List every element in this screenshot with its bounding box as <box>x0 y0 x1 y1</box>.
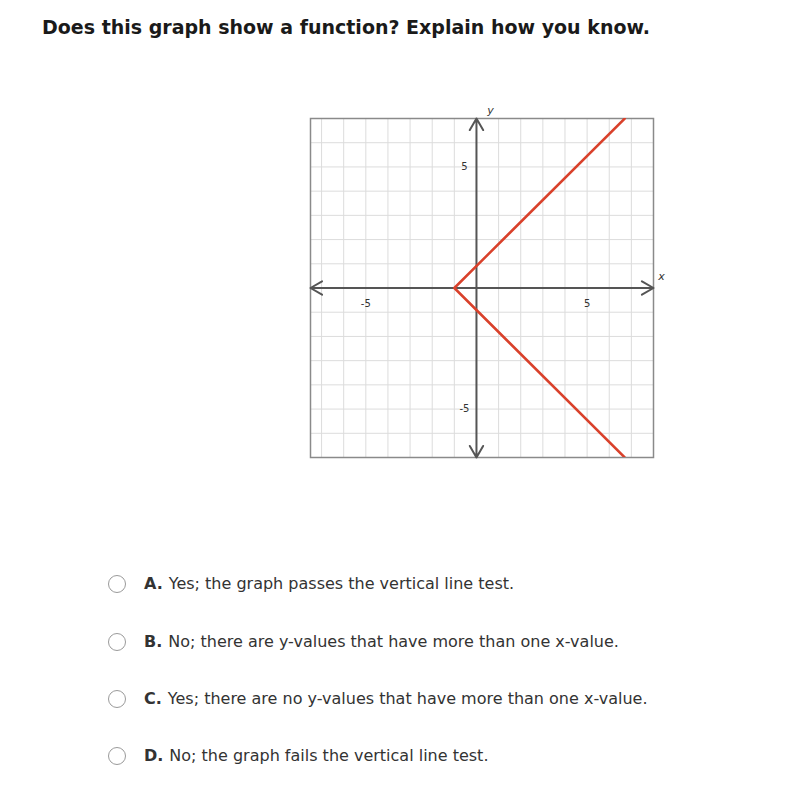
html-text:C. Yes; there are no y-values: C. Yes; there are no y-values that have … <box>144 689 648 708</box>
html-text:Does this graph show a functio: Does this graph show a function? Explain… <box>42 16 650 38</box>
html-text:D. No; the graph fails the ver: D. No; the graph fails the vertical line… <box>144 746 489 765</box>
svg-text:y: y <box>486 104 494 117</box>
html-text:A. Yes; the graph passes the v: A. Yes; the graph passes the vertical li… <box>144 574 515 593</box>
svg-text:-5: -5 <box>361 298 371 309</box>
svg-text:x: x <box>657 270 665 283</box>
svg-text:5: 5 <box>461 161 467 172</box>
svg-text:5: 5 <box>584 298 590 309</box>
html-text:B. No; there are y-values that: B. No; there are y-values that have more… <box>144 632 619 651</box>
svg-text:-5: -5 <box>459 403 469 414</box>
